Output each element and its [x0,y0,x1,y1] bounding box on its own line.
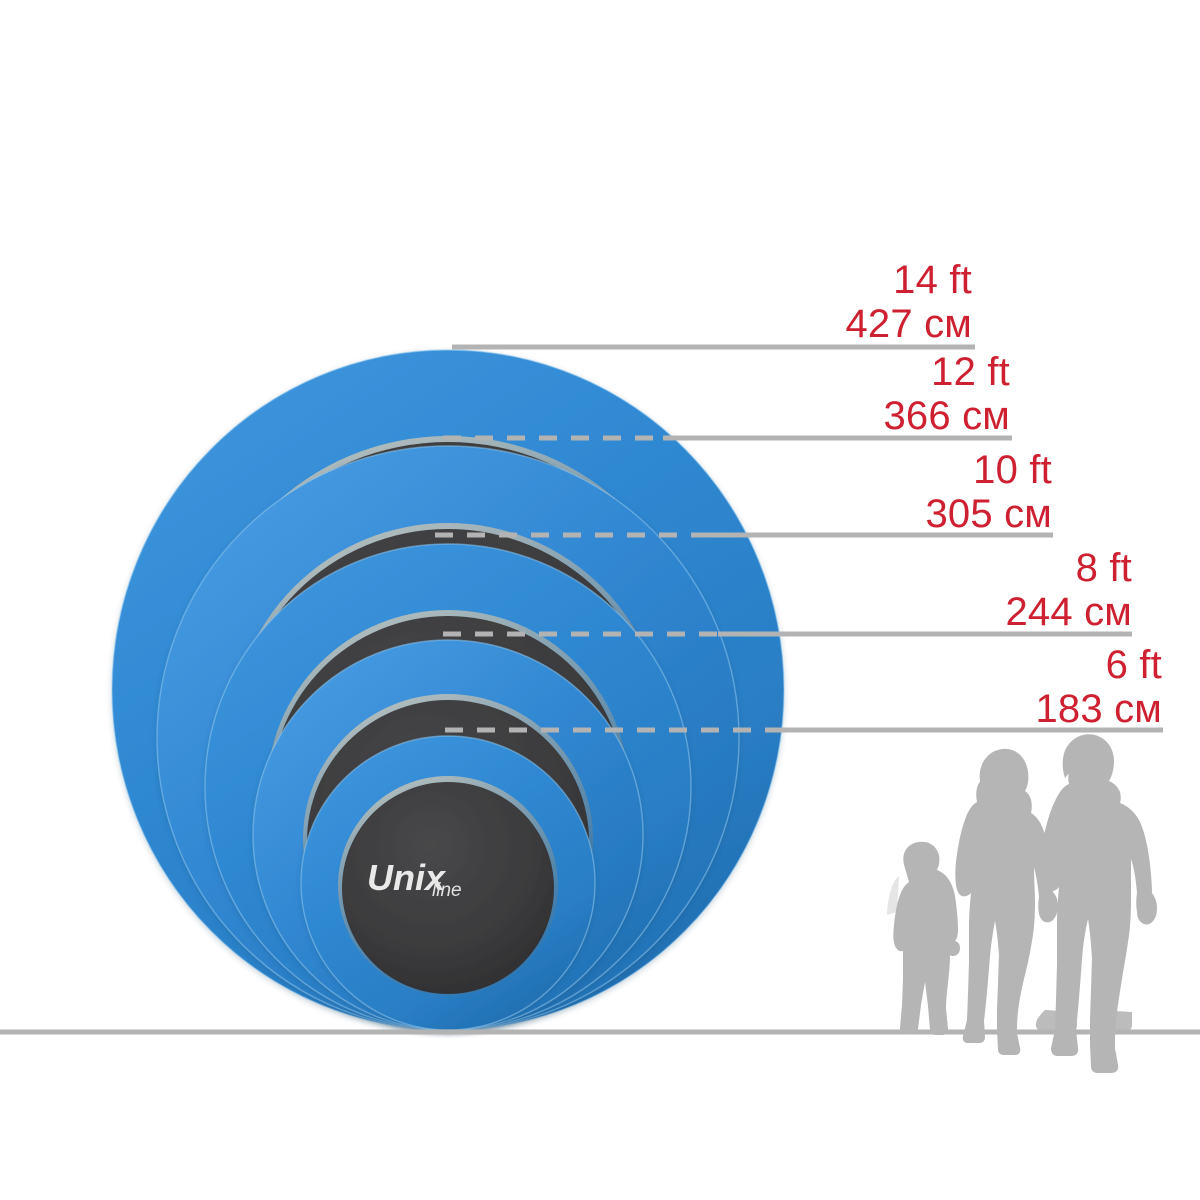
trampoline-6ft [300,735,596,1031]
man-silhouette [1035,734,1157,1073]
size-label-6ft-cm: 183 см [1035,687,1162,731]
size-label-10ft-cm: 305 см [925,492,1052,536]
size-label-6ft-feet: 6 ft [1105,643,1162,687]
size-label-10ft: 10 ft 305 см [925,450,1052,534]
trampoline-stack: Unix line [111,349,785,1031]
brand-logo: Unix line [367,857,462,901]
size-label-8ft: 8 ft 244 см [1005,548,1132,632]
size-label-10ft-feet: 10 ft [973,448,1052,492]
guide-lines [435,344,1163,733]
size-label-8ft-feet: 8 ft [1075,546,1132,590]
size-label-8ft-cm: 244 см [1005,590,1132,634]
size-label-14ft-feet: 14 ft [893,258,972,302]
size-label-6ft: 6 ft 183 см [1035,645,1162,729]
size-label-14ft: 14 ft 427 см [845,260,972,344]
human-silhouettes [887,734,1157,1073]
size-label-12ft-feet: 12 ft [931,350,1010,394]
woman-silhouette [955,748,1058,1055]
brand-logo-suffix: line [432,880,462,901]
brand-logo-name: Unix [367,857,447,898]
size-label-14ft-cm: 427 см [845,302,972,346]
child-silhouette [887,841,960,1035]
size-label-12ft: 12 ft 366 см [883,352,1010,436]
size-label-12ft-cm: 366 см [883,394,1010,438]
